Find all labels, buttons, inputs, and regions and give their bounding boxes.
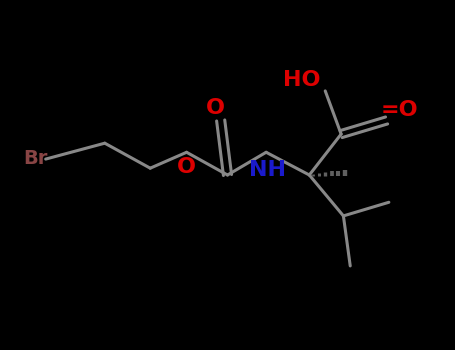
Text: O: O — [177, 157, 196, 177]
Text: O: O — [206, 98, 225, 118]
Text: HO: HO — [283, 70, 320, 90]
Text: Br: Br — [24, 149, 48, 168]
Text: =O: =O — [380, 100, 418, 120]
Text: NH: NH — [249, 160, 286, 180]
